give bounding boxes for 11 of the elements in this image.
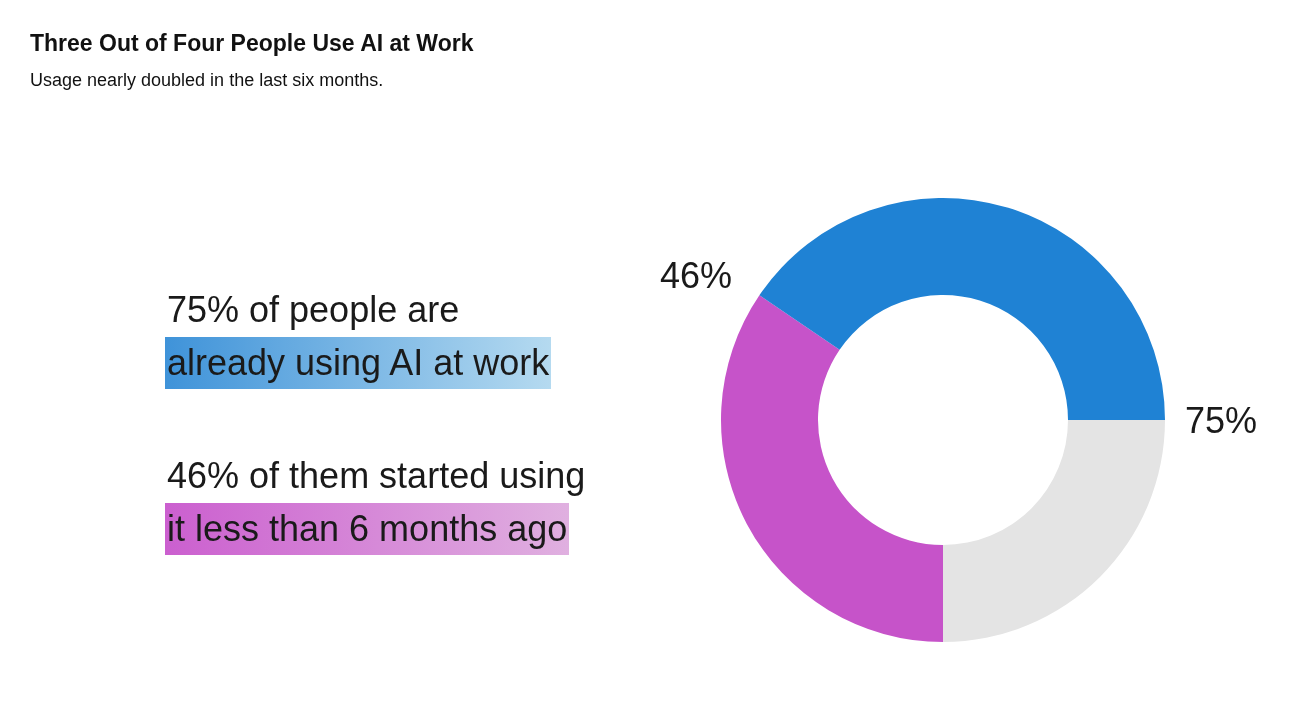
text: already using AI at work [165,337,552,389]
text: it less than 6 months ago [165,503,570,555]
donut-slice [721,295,943,642]
text: 75% [1184,399,1259,443]
text: 75% of people are [166,288,461,332]
text: 46% of them started using [166,454,587,498]
text: 46% [659,254,734,298]
donut-slice [759,198,1165,420]
text: Usage nearly doubled in the last six months. [30,70,384,91]
donut-slice [943,420,1165,642]
text: Three Out of Four People Use AI at Work [30,30,474,57]
